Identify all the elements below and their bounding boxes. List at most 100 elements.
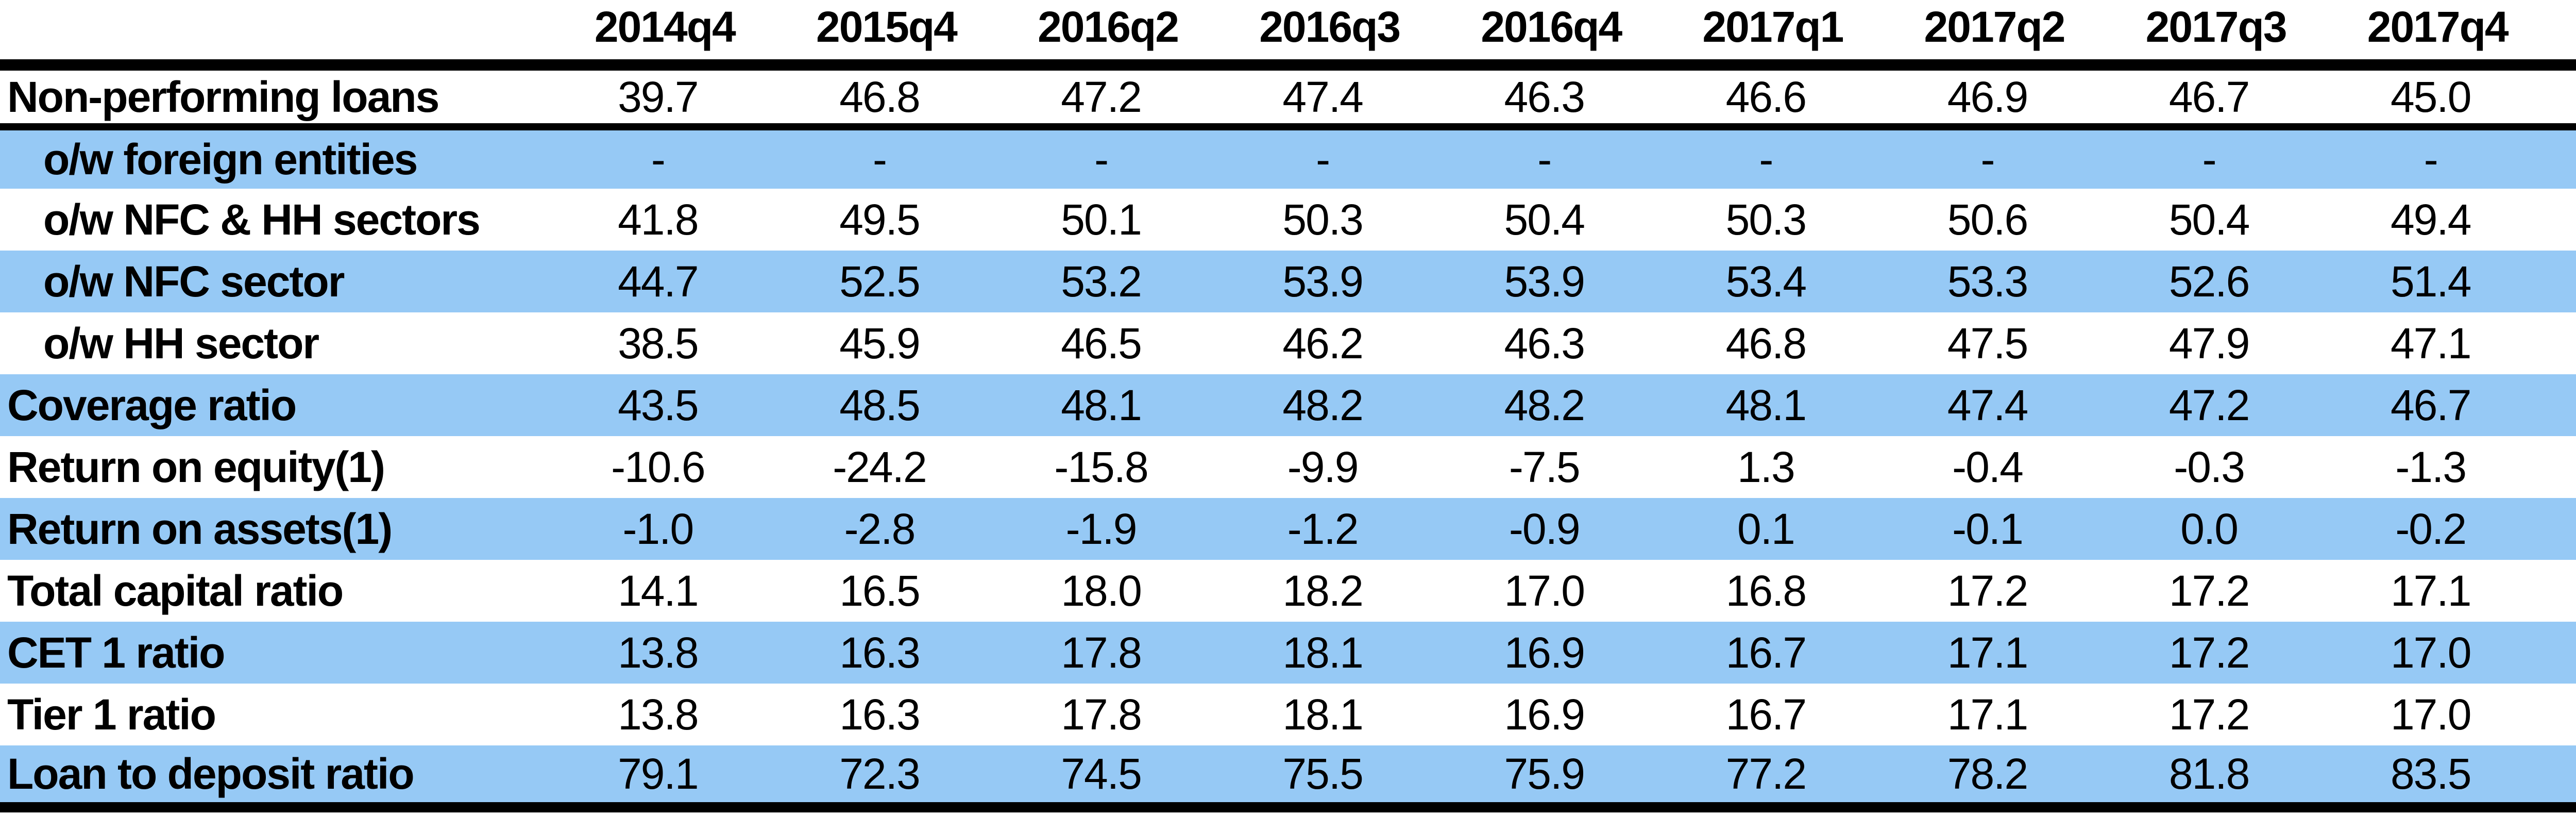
table-row: Coverage ratio 43.5 48.5 48.1 48.2 48.2 48.1 47… [0,374,2576,436]
value-cell: 14.1 [618,566,699,615]
value-cell: 52.6 [2168,257,2250,306]
value-cell: 53.9 [1282,257,1364,306]
value-cell: -10.6 [611,442,705,491]
value-cell: 48.2 [1504,380,1586,429]
value-cell: 81.8 [2105,745,2327,812]
value-cell: -0.9 [1509,504,1581,553]
row-label: CET 1 ratio [7,628,225,677]
value-cell: -1.0 [622,504,694,553]
value-cell: -0.1 [1952,504,2024,553]
value-cell: -1.3 [2395,442,2467,491]
value-cell: 50.1 [1061,195,1142,244]
value-cell: 17.8 [1061,690,1142,739]
value-cell: 47.5 [1947,319,2029,368]
value-cell: 45.4 [2548,65,2576,130]
value-cell: 13.8 [618,690,699,739]
row-label: Total capital ratio [7,566,344,615]
value-cell: 50.6 [1947,195,2029,244]
value-cell: - [2548,127,2576,189]
quarter-header-2017q4: 2017q4 [2327,0,2549,71]
value-cell: - [1316,135,1330,184]
value-cell: 50.4 [2168,195,2250,244]
value-cell: 46.2 [1282,319,1364,368]
table-row: Return on equity(1) -10.6 -24.2 -15.8 -9.9 -7… [0,436,2576,498]
value-cell: 46.8 [775,65,997,130]
value-cell: 75.5 [1218,745,1440,812]
quarter-header-2016q4: 2016q4 [1440,0,1662,71]
value-cell: 50.3 [1282,195,1364,244]
table-row: Tier 1 ratio 13.8 16.3 17.8 18.1 16.9 16.7 17.1… [0,684,2576,745]
value-cell: 17.0 [1504,566,1586,615]
value-cell: -0.2 [2395,504,2467,553]
value-cell: 47.0 [2548,312,2576,374]
value-cell: 17.0 [2390,690,2472,739]
row-label: Non-performing loans [0,65,554,130]
quarter-header-2015q4: 2015q4 [775,0,997,71]
quarter-header-2017q2: 2017q2 [1883,0,2106,71]
value-cell: - [872,135,887,184]
value-cell: 18.0 [1061,566,1142,615]
value-cell: -9.9 [1287,442,1359,491]
value-cell: 0.0 [2180,504,2239,553]
value-cell: 47.2 [2168,380,2250,429]
value-cell: -0.4 [1952,442,2024,491]
value-cell: 53.4 [1725,257,1807,306]
value-cell: 51.4 [2390,257,2472,306]
value-cell: -1.9 [1065,504,1138,553]
value-cell: 46.9 [1883,65,2106,130]
quarter-header-2017q1: 2017q1 [1662,0,1884,71]
row-label: o/w HH sector [43,319,319,368]
value-cell: 17.2 [2168,690,2250,739]
value-cell: - [2424,135,2438,184]
value-cell: 72.3 [775,745,997,812]
value-cell: -0.3 [2174,442,2245,491]
value-cell: 47.1 [2390,319,2472,368]
value-cell: 18.1 [1282,690,1364,739]
value-cell: 48.2 [1282,380,1364,429]
value-cell: 16.5 [839,566,921,615]
value-cell: 16.9 [1504,628,1586,677]
value-cell: 17.1 [2390,566,2472,615]
value-cell: 83.5 [2327,745,2549,812]
value-cell: 17.8 [1061,628,1142,677]
row-label: o/w NFC & HH sectors [43,195,481,244]
table-row: Total capital ratio 14.1 16.5 18.0 18.2 17.0 1… [0,560,2576,622]
row-label: Return on equity(1) [7,442,385,491]
value-cell: 45.0 [2327,65,2549,130]
value-cell: 0.1 [2548,498,2576,560]
value-cell: 51.1 [2548,251,2576,312]
value-cell: 79.1 [554,745,776,812]
value-cell: 16.7 [1725,628,1807,677]
value-cell: 78.2 [1883,745,2106,812]
value-cell: 1.3 [1737,442,1795,491]
value-cell: 38.5 [618,319,699,368]
value-cell: 48.5 [839,380,921,429]
row-label: Tier 1 ratio [7,690,216,739]
value-cell: 52.5 [839,257,921,306]
quarter-header-2018q1: 2018q1 [2548,0,2576,71]
value-cell: - [1537,135,1552,184]
value-cell: 0.1 [1737,504,1795,553]
value-cell: 49.4 [2390,195,2472,244]
row-label: o/w NFC sector [43,257,345,306]
value-cell: 17.1 [1947,690,2029,739]
value-cell: -7.5 [1509,442,1581,491]
table-row: Loan to deposit ratio 79.1 72.3 74.5 75.5 75.… [0,745,2576,812]
value-cell: 41.8 [618,195,699,244]
row-label: Return on assets(1) [7,504,393,553]
value-cell: 50.3 [1725,195,1807,244]
value-cell: 47.9 [2168,319,2250,368]
table-body: Non-performing loans 39.7 46.8 47.2 47.4 46.3… [0,65,2576,812]
value-cell: 39.7 [554,65,776,130]
value-cell: 49.5 [839,195,921,244]
header-row: 2014q4 2015q4 2016q2 2016q3 2016q4 2017q1 2017… [0,0,2576,71]
value-cell: 53.2 [1061,257,1142,306]
value-cell: - [651,135,666,184]
value-cell: 47.4 [1947,380,2029,429]
value-cell: 16.3 [839,690,921,739]
value-cell: 44.7 [618,257,699,306]
value-cell: 0.7 [2548,436,2576,498]
value-cell: - [1980,135,1995,184]
row-label: Coverage ratio [7,380,297,429]
value-cell: 17.1 [1947,628,2029,677]
